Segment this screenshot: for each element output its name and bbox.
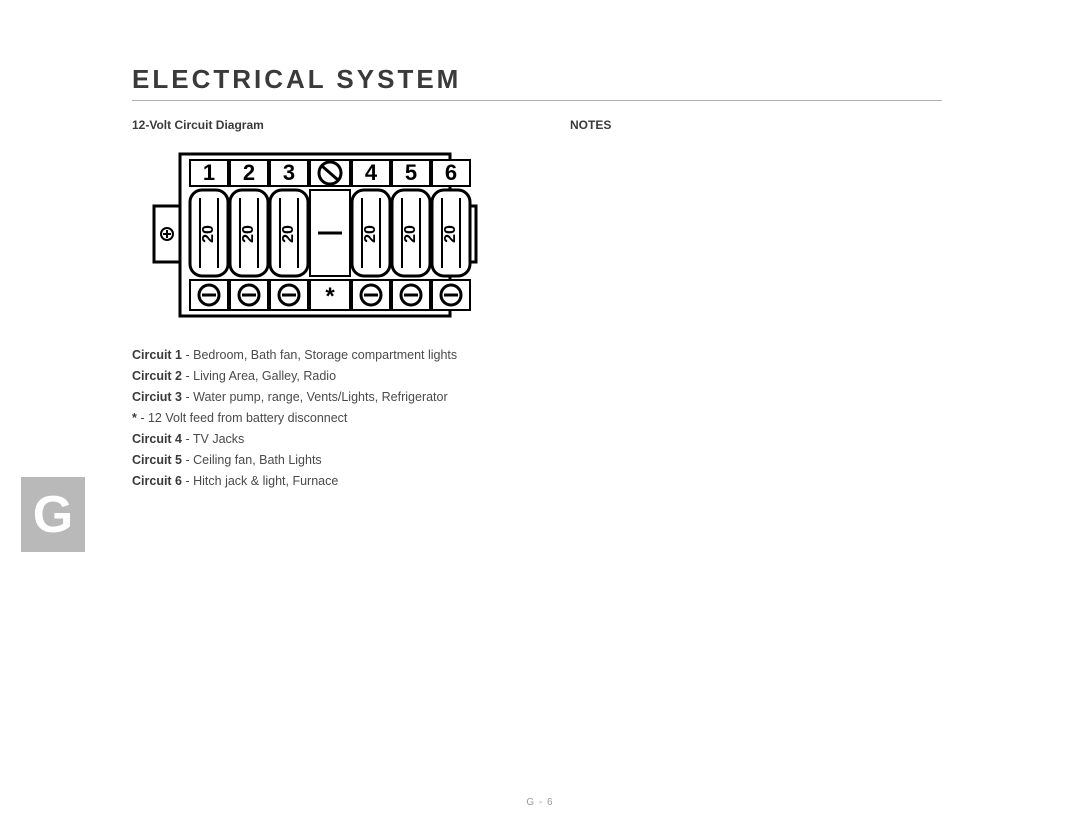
svg-text:3: 3 [283, 160, 295, 185]
svg-text:20: 20 [240, 225, 257, 243]
legend-row: Circuit 1 - Bedroom, Bath fan, Storage c… [132, 345, 457, 366]
legend-desc: - Hitch jack & light, Furnace [182, 474, 338, 488]
circuit-diagram: 1 2 3 4 5 6 20 20 20 20 20 20 * [150, 148, 480, 328]
legend-row: * - 12 Volt feed from battery disconnect [132, 408, 457, 429]
legend-desc: - Water pump, range, Vents/Lights, Refri… [182, 390, 448, 404]
section-heading-right: NOTES [570, 118, 611, 132]
circuit-legend: Circuit 1 - Bedroom, Bath fan, Storage c… [132, 345, 457, 492]
legend-label: Circuit 1 [132, 348, 182, 362]
svg-text:5: 5 [405, 160, 417, 185]
legend-row: Circuit 2 - Living Area, Galley, Radio [132, 366, 457, 387]
legend-label: Circuit 6 [132, 474, 182, 488]
page-title: ELECTRICAL SYSTEM [132, 64, 461, 95]
legend-desc: - TV Jacks [182, 432, 244, 446]
svg-text:*: * [325, 283, 335, 310]
legend-desc: - Ceiling fan, Bath Lights [182, 453, 322, 467]
legend-desc: - Bedroom, Bath fan, Storage compartment… [182, 348, 457, 362]
svg-text:20: 20 [442, 225, 459, 243]
title-rule [132, 100, 942, 101]
svg-text:20: 20 [280, 225, 297, 243]
legend-row: Circuit 5 - Ceiling fan, Bath Lights [132, 450, 457, 471]
legend-desc: - Living Area, Galley, Radio [182, 369, 336, 383]
legend-row: Circuit 4 - TV Jacks [132, 429, 457, 450]
svg-text:4: 4 [365, 160, 378, 185]
section-heading-left: 12-Volt Circuit Diagram [132, 118, 264, 132]
svg-text:20: 20 [402, 225, 419, 243]
section-tab: G [21, 477, 85, 552]
svg-text:6: 6 [445, 160, 457, 185]
legend-desc: - 12 Volt feed from battery disconnect [137, 411, 348, 425]
legend-row: Circiut 3 - Water pump, range, Vents/Lig… [132, 387, 457, 408]
legend-label: Circiut 3 [132, 390, 182, 404]
svg-text:20: 20 [200, 225, 217, 243]
svg-text:2: 2 [243, 160, 255, 185]
page-number: G - 6 [0, 797, 1080, 808]
legend-label: Circuit 5 [132, 453, 182, 467]
legend-label: Circuit 4 [132, 432, 182, 446]
svg-text:20: 20 [362, 225, 379, 243]
svg-text:1: 1 [203, 160, 215, 185]
legend-row: Circuit 6 - Hitch jack & light, Furnace [132, 471, 457, 492]
legend-label: Circuit 2 [132, 369, 182, 383]
